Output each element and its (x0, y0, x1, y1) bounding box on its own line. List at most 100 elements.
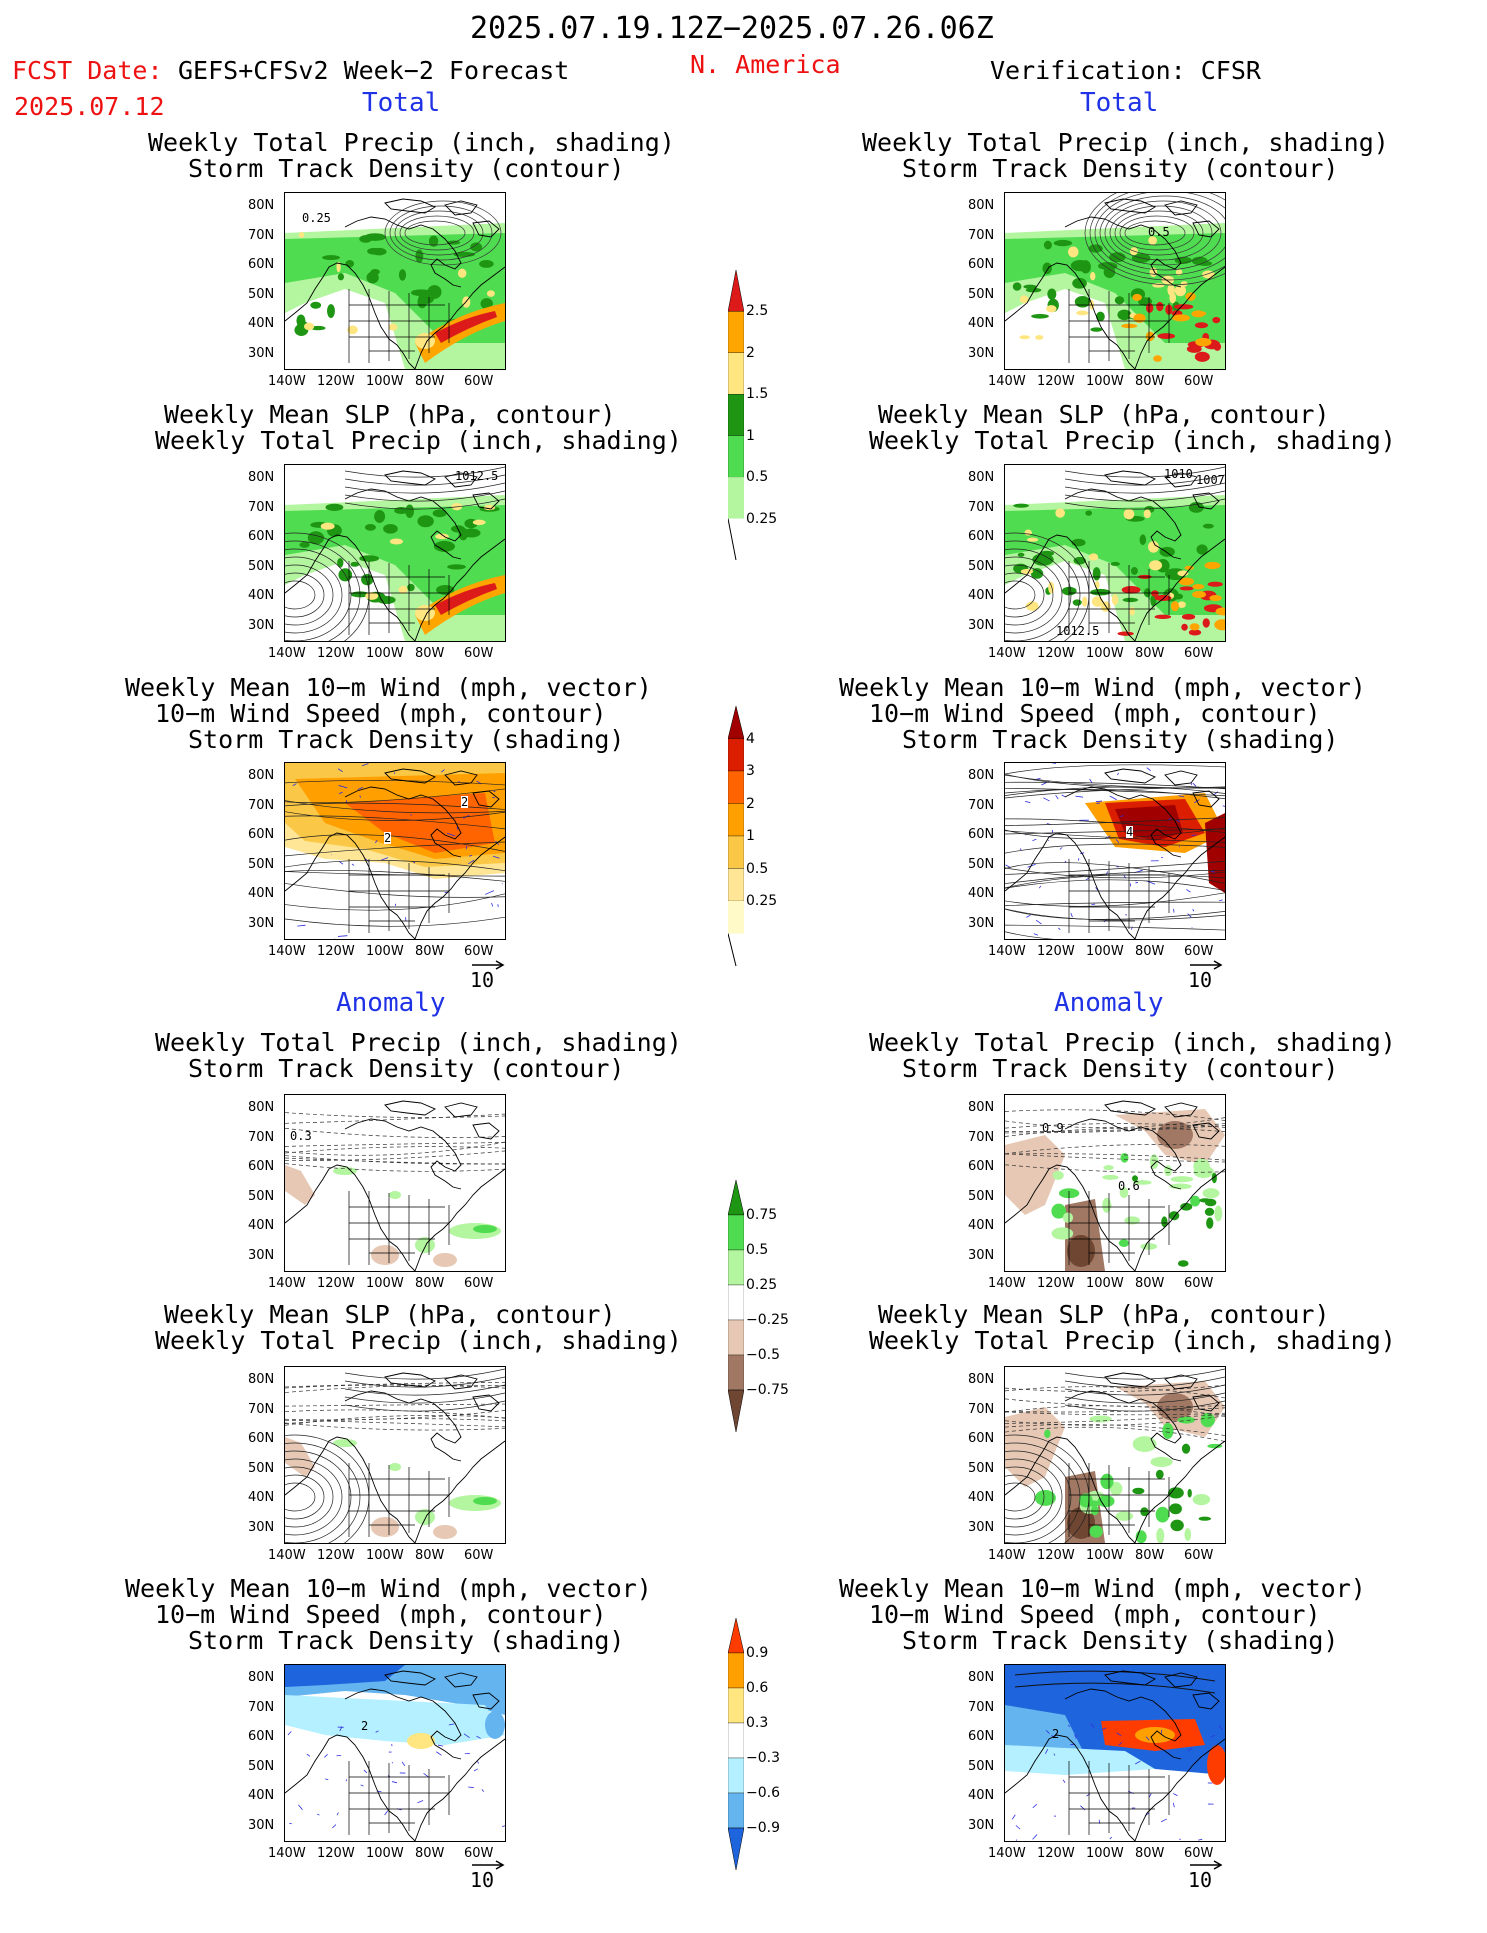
lon-tick-label: 100W (366, 646, 404, 661)
colorbar-label: 2 (746, 796, 755, 812)
title-l2-b: Weekly Total Precip (inch, shading) (155, 428, 682, 453)
lon-tick-label: 60W (464, 1276, 493, 1291)
lat-tick-label: 30N (248, 1520, 274, 1535)
map-panel-3 (284, 464, 506, 642)
section-total-left: Total (362, 90, 440, 116)
title-l1-a: Weekly Total Precip (inch, shading) (148, 130, 675, 155)
lat-tick-label: 50N (248, 559, 274, 574)
lon-tick-label: 120W (1037, 1276, 1075, 1291)
map-canvas (1005, 1665, 1225, 1841)
colorbar-label: 1.5 (746, 386, 768, 402)
colorbar-label: 0.75 (746, 1207, 777, 1223)
lat-tick-label: 30N (968, 1520, 994, 1535)
map-panel-10 (1004, 1366, 1226, 1544)
colorbar-label: 0.25 (746, 511, 777, 527)
arrow-right-icon (470, 960, 506, 970)
lon-tick-label: 80W (415, 1548, 444, 1563)
lon-tick-label: 100W (1086, 374, 1124, 389)
map-panel-7 (284, 1094, 506, 1272)
title-r2-b: Weekly Total Precip (inch, shading) (869, 428, 1396, 453)
lon-tick-label: 60W (1184, 646, 1213, 661)
lat-tick-label: 70N (968, 1402, 994, 1417)
vector-reference-value: 10 (470, 968, 494, 992)
contour-label: 2 (361, 1720, 368, 1732)
lon-tick-label: 120W (1037, 1548, 1075, 1563)
title-r4-a: Weekly Total Precip (inch, shading) (869, 1030, 1396, 1055)
lon-tick-label: 140W (268, 944, 306, 959)
lat-tick-label: 40N (248, 588, 274, 603)
lat-tick-label: 50N (248, 287, 274, 302)
lat-tick-label: 80N (968, 1100, 994, 1115)
title-r3-a: Weekly Mean 10−m Wind (mph, vector) (839, 675, 1366, 700)
vector-reference-bottom-right: 10 (1188, 1868, 1212, 1892)
colorbar-label: 1 (746, 828, 755, 844)
title-l6-a: Weekly Mean 10−m Wind (mph, vector) (125, 1576, 652, 1601)
lat-tick-label: 80N (248, 470, 274, 485)
title-r5-b: Weekly Total Precip (inch, shading) (869, 1328, 1396, 1353)
title-l4-b: Storm Track Density (contour) (188, 1056, 625, 1081)
lon-tick-label: 100W (366, 944, 404, 959)
lat-tick-label: 50N (968, 857, 994, 872)
colorbar-label: 2 (746, 345, 755, 361)
lon-tick-label: 100W (366, 1846, 404, 1861)
lon-tick-label: 80W (1135, 1276, 1164, 1291)
colorbar-label: −0.5 (746, 1347, 780, 1363)
lat-tick-label: 40N (248, 1218, 274, 1233)
colorbar-label: 0.9 (746, 1645, 768, 1661)
lon-tick-label: 120W (317, 374, 355, 389)
title-l5-b: Weekly Total Precip (inch, shading) (155, 1328, 682, 1353)
lon-tick-label: 80W (1135, 646, 1164, 661)
lon-tick-label: 120W (317, 646, 355, 661)
lat-tick-label: 70N (248, 1700, 274, 1715)
colorbar-label: −0.6 (746, 1785, 780, 1801)
lat-tick-label: 60N (968, 529, 994, 544)
title-l6-c: Storm Track Density (shading) (188, 1628, 625, 1653)
colorbar-storm_total (728, 706, 744, 999)
lon-tick-label: 120W (317, 1276, 355, 1291)
title-r1-a: Weekly Total Precip (inch, shading) (862, 130, 1389, 155)
lat-tick-label: 30N (248, 618, 274, 633)
lon-tick-label: 80W (1135, 374, 1164, 389)
model-title: GEFS+CFSv2 Week−2 Forecast (178, 58, 569, 83)
title-r6-a: Weekly Mean 10−m Wind (mph, vector) (839, 1576, 1366, 1601)
title-r6-c: Storm Track Density (shading) (902, 1628, 1339, 1653)
lat-tick-label: 70N (248, 1130, 274, 1145)
lon-tick-label: 60W (1184, 1548, 1213, 1563)
map-panel-9 (284, 1366, 506, 1544)
lat-tick-label: 60N (968, 1729, 994, 1744)
lon-tick-label: 120W (1037, 374, 1075, 389)
contour-label: 1010 (1164, 468, 1193, 480)
contour-label: 1012.5 (455, 470, 498, 482)
map-panel-5 (284, 762, 506, 940)
contour-label: 4 (1126, 826, 1133, 838)
lat-tick-label: 50N (968, 1759, 994, 1774)
lon-tick-label: 140W (988, 1276, 1026, 1291)
lat-tick-label: 50N (248, 1461, 274, 1476)
lat-tick-label: 60N (248, 1729, 274, 1744)
lon-tick-label: 140W (988, 944, 1026, 959)
arrow-right-icon (1188, 1860, 1224, 1870)
lat-tick-label: 30N (248, 1248, 274, 1263)
lat-tick-label: 40N (248, 886, 274, 901)
title-l3-a: Weekly Mean 10−m Wind (mph, vector) (125, 675, 652, 700)
map-panel-2 (1004, 192, 1226, 370)
section-total-right: Total (1080, 90, 1158, 116)
lat-tick-label: 50N (968, 559, 994, 574)
title-r2-a: Weekly Mean SLP (hPa, contour) (878, 402, 1330, 427)
colorbar-precip_total (728, 270, 744, 601)
map-canvas (285, 1367, 505, 1543)
lon-tick-label: 80W (1135, 1548, 1164, 1563)
lon-tick-label: 140W (988, 646, 1026, 661)
colorbar-label: 0.5 (746, 861, 768, 877)
lat-tick-label: 40N (968, 886, 994, 901)
colorbar-label: 0.5 (746, 469, 768, 485)
lon-tick-label: 120W (1037, 646, 1075, 661)
lon-tick-label: 120W (1037, 944, 1075, 959)
map-panel-8 (1004, 1094, 1226, 1272)
contour-label: 2 (1052, 1728, 1059, 1740)
map-panel-6 (1004, 762, 1226, 940)
map-canvas (1005, 1095, 1225, 1271)
colorbar-label: −0.3 (746, 1750, 780, 1766)
lon-tick-label: 60W (1184, 374, 1213, 389)
title-l6-b: 10−m Wind Speed (mph, contour) (155, 1602, 607, 1627)
